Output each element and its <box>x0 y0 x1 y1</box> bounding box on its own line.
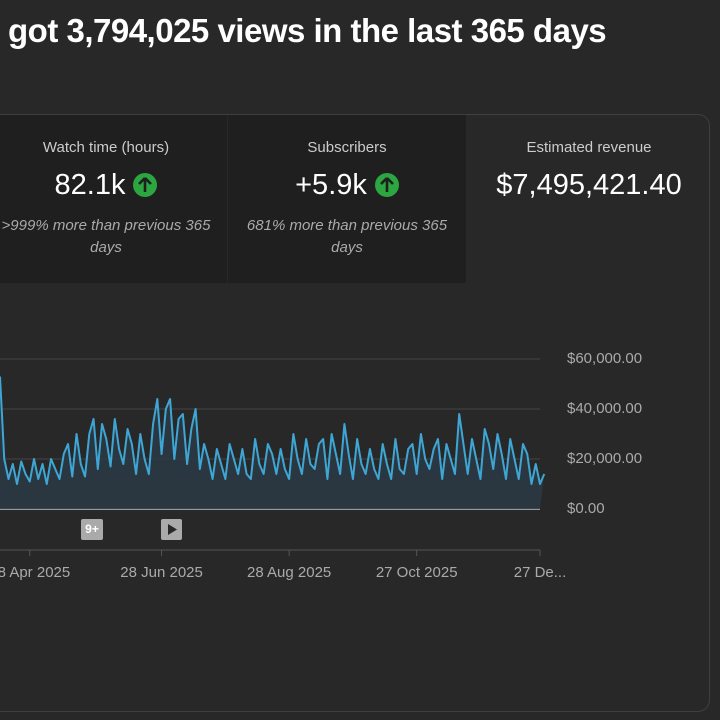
x-tick-label: 27 De... <box>514 564 567 581</box>
y-tick-label: $0.00 <box>567 500 605 517</box>
metric-value: $7,495,421.40 <box>496 168 682 201</box>
metric-value: 82.1k <box>54 168 126 201</box>
metric-tile[interactable]: Watch time (hours) 82.1k >999% more than… <box>0 115 227 283</box>
line <box>0 376 546 485</box>
page-title: got 3,794,025 views in the last 365 days <box>8 12 607 49</box>
play-icon <box>168 524 177 535</box>
annotation-label[interactable]: 9+ <box>85 522 99 536</box>
metric-tile[interactable]: Subscribers +5.9k 681% more than previou… <box>228 115 466 283</box>
metric-change: >999% more than previous 365 days <box>1 217 211 256</box>
x-tick-label: 28 Jun 2025 <box>120 564 203 581</box>
annotation-badge[interactable] <box>81 519 103 540</box>
area-fill <box>0 376 545 509</box>
y-tick-label: $60,000.00 <box>567 350 642 367</box>
metric-change: 681% more than previous 365 days <box>246 217 448 256</box>
metric-label: Estimated revenue <box>526 139 652 156</box>
metric-value: +5.9k <box>295 168 367 201</box>
up-icon <box>133 173 158 197</box>
y-tick-label: $40,000.00 <box>567 400 642 417</box>
up-icon <box>374 173 399 197</box>
metric-label: Watch time (hours) <box>42 139 170 156</box>
analytics-panel <box>0 114 710 712</box>
x-tick-label: 28 Aug 2025 <box>247 564 331 581</box>
metric-tile[interactable]: Estimated revenue $7,495,421.40 <box>468 115 710 283</box>
metric-label: Subscribers <box>307 139 387 156</box>
x-tick-label: 27 Oct 2025 <box>376 564 458 581</box>
x-tick-label: 28 Apr 2025 <box>0 564 70 581</box>
y-tick-label: $20,000.00 <box>567 450 642 467</box>
